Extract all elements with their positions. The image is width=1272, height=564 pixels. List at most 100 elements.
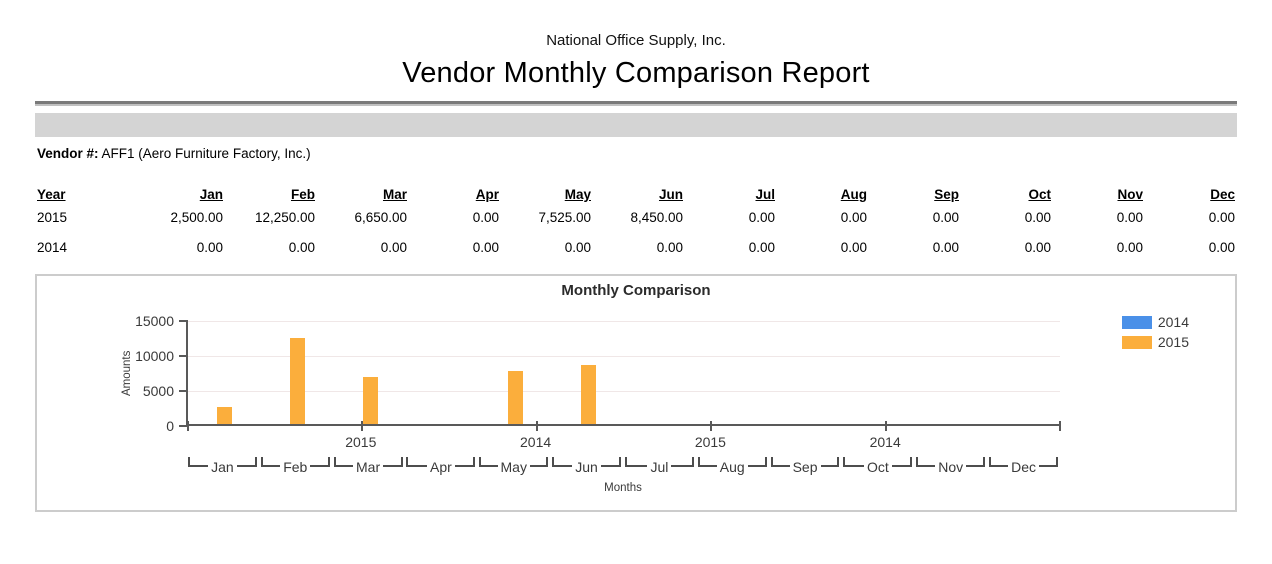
month-label: Oct [866,459,889,475]
bracket-line [338,457,354,467]
value-cell: 0.00 [1208,239,1235,255]
bracket-line [193,457,209,467]
value-cell: 0.00 [472,239,499,255]
bracket-line [557,457,573,467]
bracket-left [843,457,849,467]
value-cell: 2,500.00 [170,209,223,225]
bracket-right [543,457,549,467]
month-label: Mar [356,459,381,475]
bar-jan-2015 [216,406,232,424]
legend-swatch-2014 [1121,315,1152,329]
bracket-right [470,457,476,467]
gridline-10000 [188,356,1060,357]
month-group-jan: Jan [186,457,259,479]
value-cell: 0.00 [840,209,867,225]
column-header-year: Year [37,187,66,202]
column-header-jan: Jan [199,187,223,202]
month-group-sep: Sep [769,457,842,479]
y-axis-tick [179,355,188,357]
column-header-may: May [564,187,591,202]
month-axis-row: Jan Feb Mar Apr May Jun Jul Aug Sep Oct Nov Dec [186,457,1060,479]
month-label: Sep [792,459,818,475]
vendor-label: Vendor #: [37,146,99,161]
y-axis-tick [179,320,188,322]
value-cell: 0.00 [1024,209,1051,225]
bracket-line [383,457,398,467]
x-axis-tick [884,421,887,431]
bracket-right [251,457,257,467]
y-axis-tick [179,425,188,427]
legend-item-2014: 2014 [1121,314,1189,330]
month-label: Jul [650,459,669,475]
month-label: Nov [938,459,964,475]
column-header-feb: Feb [290,187,315,202]
x-axis-tick [187,421,189,431]
bracket-left [697,457,703,467]
month-group-mar: Mar [332,457,405,479]
month-label: Jun [575,459,598,475]
gridline-15000 [188,321,1060,322]
bracket-line [265,457,281,467]
bar-may-2015 [508,371,524,424]
month-group-jun: Jun [550,457,623,479]
y-axis-tick-label: 15000 [135,313,174,329]
value-cell: 0.00 [748,239,775,255]
y-axis-tick-label: 0 [166,418,174,434]
bracket-right [397,457,403,467]
bracket-line [994,457,1009,467]
bracket-line [747,457,762,467]
bracket-right [324,457,330,467]
month-group-dec: Dec [987,457,1060,479]
chart-title: Monthly Comparison [561,282,711,299]
column-header-oct: Oct [1028,187,1051,202]
column-header-mar: Mar [382,187,407,202]
value-cell: 0.00 [288,239,315,255]
month-label: Feb [283,459,308,475]
bar-feb-2015 [289,338,305,424]
bracket-line [671,457,689,467]
month-group-nov: Nov [914,457,987,479]
x-axis-title: Months [604,482,642,494]
month-label: Apr [430,459,452,475]
value-cell: 0.00 [748,209,775,225]
month-group-apr: Apr [404,457,477,479]
bracket-left [260,457,266,467]
legend-label: 2014 [1157,314,1189,330]
x-axis-tick [361,421,364,431]
month-group-aug: Aug [696,457,769,479]
month-label: May [500,459,527,475]
report-title: Vendor Monthly Comparison Report [402,57,870,89]
column-header-jun: Jun [658,187,683,202]
month-label: Jan [211,459,234,475]
bracket-line [529,457,544,467]
table-header-row: Year Jan Feb Mar Apr May Jun Jul Aug Sep Oct Nov Dec [35,178,1237,202]
bracket-left [624,457,630,467]
year-axis-label: 2015 [694,434,726,450]
x-axis-tick [710,421,713,431]
bracket-line [891,457,908,467]
x-axis-tick [535,421,538,431]
table-body: 2015 2,500.00 12,250.00 6,650.00 0.00 7,525.0… [35,202,1237,262]
year-cell: 2014 [37,239,68,255]
value-cell: 0.00 [840,239,867,255]
bracket-line [921,457,936,467]
column-header-aug: Aug [840,187,867,202]
y-axis-tick-label: 5000 [142,383,174,399]
y-axis-tick-label: 10000 [135,348,174,364]
plot-area: 0 5000 10000 15000 [135,313,1061,434]
bracket-left [333,457,339,467]
value-cell: 8,450.00 [630,209,683,225]
table-row: 2015 2,500.00 12,250.00 6,650.00 0.00 7,525.0… [35,202,1237,232]
bracket-right [907,457,913,467]
bracket-line [454,457,471,467]
year-cell: 2015 [37,209,68,225]
column-header-nov: Nov [1117,187,1143,202]
bracket-line [310,457,325,467]
column-header-apr: Apr [475,187,499,202]
bracket-line [600,457,616,467]
bracket-line [775,457,790,467]
month-group-may: May [477,457,550,479]
value-cell: 0.00 [1116,209,1143,225]
bracket-right [1052,457,1058,467]
